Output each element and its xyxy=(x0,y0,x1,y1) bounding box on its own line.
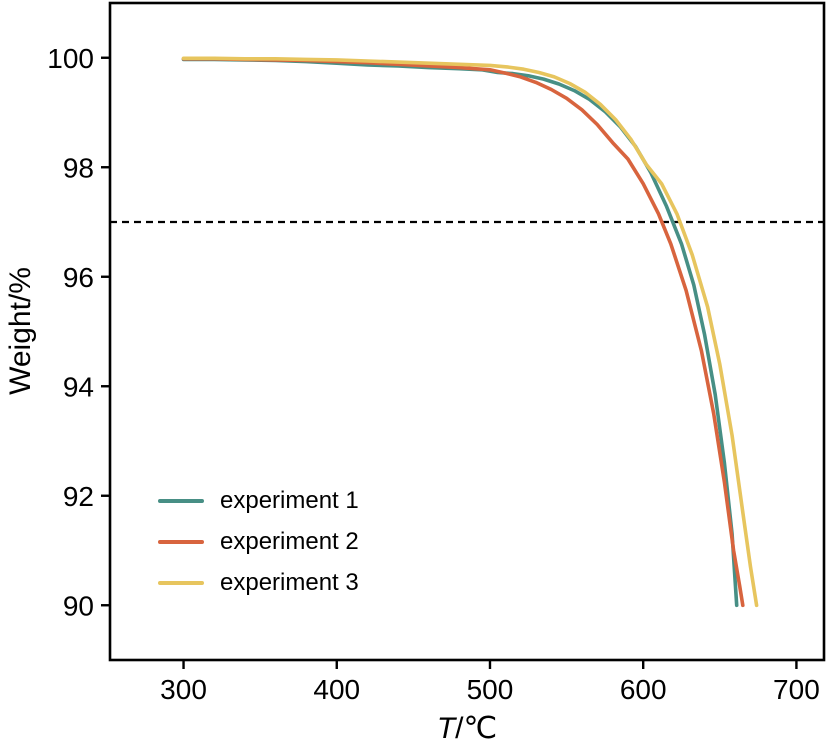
legend-label-experiment-1: experiment 1 xyxy=(220,487,359,514)
y-tick-label: 90 xyxy=(63,590,94,621)
x-tick-label: 600 xyxy=(620,674,667,705)
x-axis-label-variable: T xyxy=(437,712,458,745)
plot-frame xyxy=(108,1,826,662)
legend-line-experiment-1 xyxy=(158,499,204,503)
y-tick-label: 100 xyxy=(47,43,94,74)
y-axis-label: Weight/% xyxy=(4,267,37,395)
y-tick-label: 92 xyxy=(63,481,94,512)
y-tick-label: 94 xyxy=(63,371,94,402)
y-tick-label: 96 xyxy=(63,262,94,293)
legend: experiment 1 experiment 2 experiment 3 xyxy=(158,487,359,597)
legend-line-experiment-2 xyxy=(158,540,204,544)
legend-label-experiment-3: experiment 3 xyxy=(220,569,359,596)
legend-item-experiment-2: experiment 2 xyxy=(158,528,359,556)
x-axis-label: T/℃ xyxy=(437,712,497,745)
x-tick-label: 400 xyxy=(313,674,360,705)
y-tick-label: 98 xyxy=(63,152,94,183)
x-tick-label: 500 xyxy=(467,674,514,705)
legend-line-experiment-3 xyxy=(158,581,204,585)
x-axis-label-unit: /℃ xyxy=(455,712,497,745)
legend-item-experiment-1: experiment 1 xyxy=(158,487,359,515)
series-line-3 xyxy=(181,56,759,608)
legend-label-experiment-2: experiment 2 xyxy=(220,528,359,555)
x-tick-label: 700 xyxy=(773,674,820,705)
legend-item-experiment-3: experiment 3 xyxy=(158,569,359,597)
x-tick-label: 300 xyxy=(160,674,207,705)
